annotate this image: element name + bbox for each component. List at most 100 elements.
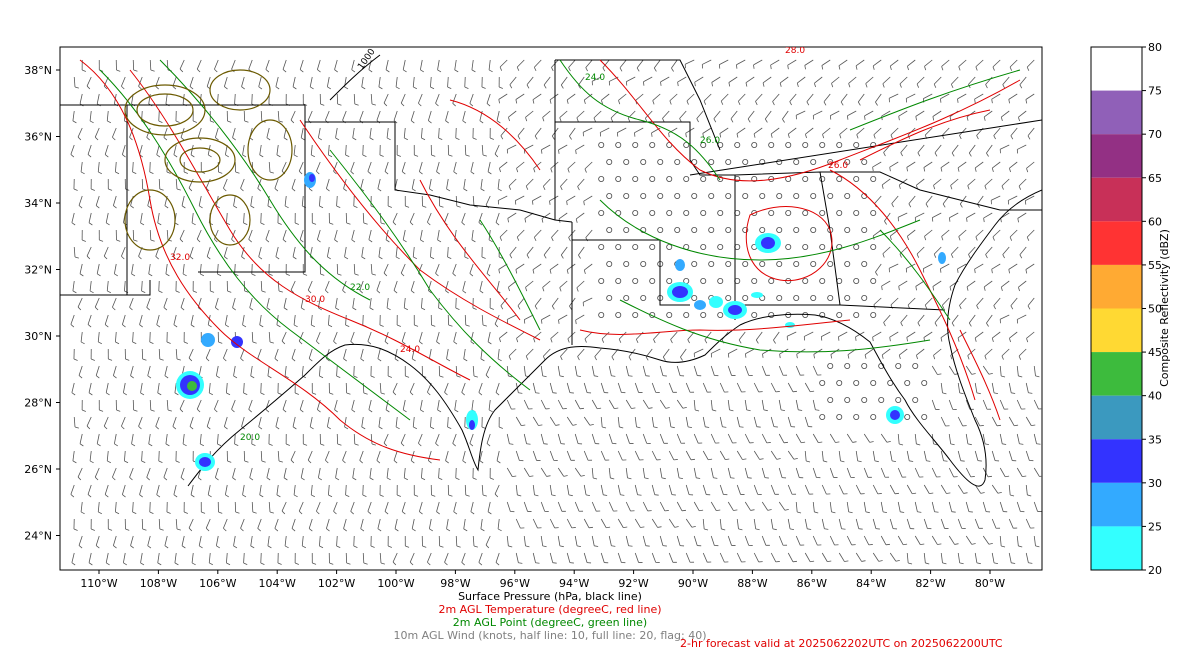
wind-barb-staff <box>744 433 751 444</box>
wind-barb-feather <box>140 222 145 226</box>
wind-barb-staff <box>428 178 432 189</box>
wind-barb-feather <box>518 562 523 564</box>
wind-barb-staff <box>897 501 901 512</box>
wind-barb-staff <box>166 399 169 411</box>
wind-barb-staff <box>469 263 474 274</box>
wind-barb-staff <box>600 416 603 427</box>
wind-barb-feather <box>283 137 288 141</box>
wind-barb-staff <box>642 535 647 546</box>
wind-barb-staff <box>992 331 1001 339</box>
wind-barb-feather <box>674 526 679 528</box>
wind-barb-feather <box>326 528 330 532</box>
wind-barb-staff <box>430 416 432 427</box>
wind-barb-feather <box>216 375 220 379</box>
wind-barb-feather <box>569 135 572 140</box>
wind-barb-staff <box>180 297 185 308</box>
wind-barb-feather <box>276 154 281 158</box>
wind-barb-staff <box>292 416 296 427</box>
wind-barb-staff <box>906 93 916 99</box>
wind-barb-staff <box>959 127 967 136</box>
wind-barb-feather <box>346 562 351 565</box>
wind-barb-staff <box>608 433 613 444</box>
wind-barb-staff <box>259 484 262 495</box>
wind-barb-feather <box>276 494 281 498</box>
calm-wind-marker <box>870 379 877 386</box>
calm-wind-marker <box>725 226 732 233</box>
wind-barb-feather <box>77 476 82 481</box>
wind-barb-staff <box>591 433 596 444</box>
wind-barb-feather <box>327 426 331 430</box>
wind-barb-staff <box>804 552 811 562</box>
wind-barb-feather <box>917 511 922 513</box>
wind-barb-feather <box>725 458 730 461</box>
wind-barb-feather <box>172 426 177 430</box>
wind-barb-staff <box>461 382 466 393</box>
wind-barb-feather <box>635 339 639 344</box>
wind-barb-staff <box>1017 144 1027 150</box>
calm-wind-marker <box>759 158 766 165</box>
wind-barb-feather <box>155 256 159 260</box>
wind-barb-staff <box>788 127 797 135</box>
wind-barb-staff <box>770 484 776 495</box>
wind-barb-feather <box>627 117 631 122</box>
wind-barb-feather <box>99 409 104 412</box>
calm-wind-marker <box>623 226 630 233</box>
wind-barb-feather <box>933 185 936 190</box>
wind-barb-staff <box>982 399 988 410</box>
wind-barb-staff <box>172 76 177 87</box>
wind-barb-staff <box>770 382 777 393</box>
wind-barb-feather <box>302 545 306 549</box>
wind-barb-feather <box>393 290 398 294</box>
wind-barb-staff <box>710 501 717 511</box>
wind-barb-staff <box>1008 93 1018 100</box>
wind-barb-staff <box>223 246 228 257</box>
wind-barb-feather <box>489 477 494 480</box>
wind-barb-feather <box>278 460 283 463</box>
wind-barb-feather <box>525 545 530 548</box>
wind-barb-staff <box>277 280 280 292</box>
wind-barb-staff <box>480 178 483 189</box>
wind-barb-staff <box>625 433 630 444</box>
wind-barb-staff <box>600 450 606 461</box>
wind-barb-feather <box>488 69 493 73</box>
wind-barb-staff <box>576 280 585 289</box>
wind-barb-feather <box>190 324 195 328</box>
wind-barb-staff <box>471 229 474 240</box>
wind-barb-feather <box>174 392 179 396</box>
wind-barb-staff <box>378 416 381 427</box>
wind-barb-feather <box>269 171 274 174</box>
wind-barb-staff <box>608 501 614 512</box>
wind-barb-staff <box>453 161 457 172</box>
wind-barb-staff <box>452 263 457 274</box>
wind-barb-feather <box>453 511 458 515</box>
wind-barb-staff <box>487 161 491 172</box>
calm-wind-marker <box>708 158 715 165</box>
wind-barb-feather <box>405 205 410 208</box>
wind-barb-staff <box>147 365 151 376</box>
wind-barb-staff <box>931 365 938 375</box>
wind-barb-feather <box>1017 218 1019 223</box>
calm-wind-marker <box>827 260 834 267</box>
wind-barb-feather <box>1027 135 1031 140</box>
wind-barb-feather <box>971 543 976 545</box>
wind-barb-feather <box>465 324 470 327</box>
wind-barb-feather <box>516 66 520 71</box>
wind-barb-staff <box>1002 246 1010 255</box>
wind-barb-staff <box>1016 433 1020 444</box>
wind-barb-feather <box>437 239 442 243</box>
wind-barb-feather <box>479 120 484 124</box>
wind-barb-staff <box>744 501 751 511</box>
wind-barb-feather <box>932 286 935 291</box>
wind-barb-feather <box>274 358 279 362</box>
wind-barb-feather <box>353 205 358 208</box>
wind-barb-staff <box>240 348 245 359</box>
wind-barb-feather <box>472 477 477 480</box>
wind-barb-feather <box>329 222 334 225</box>
wind-barb-staff <box>1016 501 1021 512</box>
wind-barb-staff <box>524 212 534 219</box>
wind-barb-staff <box>591 535 595 546</box>
wind-barb-staff <box>685 382 691 393</box>
wind-barb-feather <box>299 69 304 73</box>
wind-barb-feather <box>327 86 331 90</box>
